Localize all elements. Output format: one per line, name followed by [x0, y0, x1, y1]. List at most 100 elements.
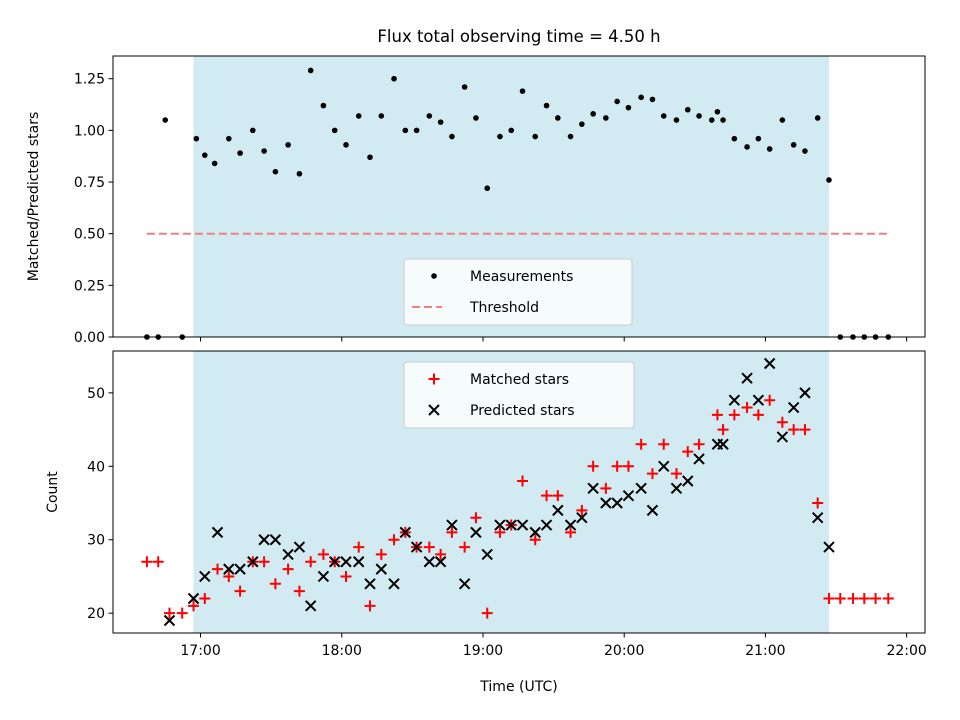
measurement-point: [307, 67, 314, 74]
predicted-star-point: [304, 600, 317, 612]
measurement-point: [461, 84, 468, 90]
predicted-star-point: [329, 556, 341, 568]
predicted-star-point: [552, 504, 564, 517]
top-y-tick-label: 1.00: [74, 123, 105, 139]
legend-matched-swatch: [428, 373, 440, 385]
matched-star-point: [858, 592, 870, 604]
x-tick-label: 21:00: [745, 643, 785, 659]
top-legend: Measurements Threshold: [403, 258, 633, 326]
measurement-point: [484, 185, 491, 192]
measurement-point: [814, 115, 821, 121]
matched-star-point: [305, 556, 317, 568]
bottom-axes-frame: [112, 350, 926, 634]
predicted-star-point: [693, 453, 705, 465]
x-tick-label: 17:00: [180, 643, 220, 659]
measurement-point: [614, 98, 620, 105]
measurement-point: [508, 127, 515, 134]
predicted-star-point: [646, 504, 659, 517]
measurement-point: [437, 119, 444, 125]
legend-label: Threshold: [469, 300, 539, 316]
legend-box: [403, 258, 633, 326]
matched-star-point: [364, 600, 376, 612]
measurement-point: [519, 88, 526, 94]
legend-label: Predicted stars: [470, 403, 575, 419]
measurement-point: [413, 127, 420, 134]
predicted-star-point: [481, 548, 493, 561]
measurement-point: [649, 96, 656, 103]
matched-star-point: [847, 592, 859, 604]
matched-star-point: [340, 570, 352, 582]
matched-star-point: [353, 541, 365, 553]
measurement-point: [684, 106, 691, 113]
measurement-point: [567, 133, 574, 140]
matched-star-point: [176, 607, 188, 619]
matched-star-point: [622, 460, 634, 472]
predicted-star-point: [682, 475, 694, 487]
predicted-star-point: [516, 519, 529, 531]
measurement-point: [802, 148, 808, 154]
measurement-point: [708, 117, 715, 123]
measurement-point: [225, 135, 232, 142]
matched-star-point: [711, 409, 723, 421]
matched-star-point: [799, 424, 811, 436]
measurement-point: [590, 111, 596, 117]
predicted-star-point: [364, 578, 376, 590]
matched-star-point: [823, 592, 835, 604]
matched-star-point: [682, 446, 694, 458]
top-axes-frame: [112, 55, 926, 338]
measurement-point: [331, 127, 338, 134]
matched-star-point: [870, 592, 882, 604]
x-axis-label: Time (UTC): [479, 679, 557, 695]
matched-star-point: [776, 416, 788, 428]
matched-star-point: [670, 468, 682, 480]
measurement-point: [714, 108, 721, 115]
matched-star-point: [446, 526, 458, 538]
measurement-point: [532, 133, 539, 140]
measurement-point: [272, 168, 279, 175]
predicted-star-point: [505, 519, 517, 531]
measurement-point: [755, 135, 762, 142]
predicted-star-point: [399, 526, 412, 539]
measurement-point: [402, 127, 409, 134]
bottom-y-axis-label: Count: [45, 471, 61, 513]
matched-star-point: [423, 541, 435, 553]
matched-star-point: [788, 424, 800, 436]
matched-star-point: [187, 600, 199, 612]
matched-star-point: [152, 556, 164, 568]
matched-star-point: [565, 526, 577, 538]
matched-star-point: [317, 548, 329, 560]
matched-star-point: [658, 438, 670, 450]
matched-star-point: [812, 497, 824, 509]
matched-star-point: [141, 556, 153, 568]
bottom-y-tick-label: 30: [87, 533, 105, 549]
predicted-star-point: [741, 372, 753, 384]
legend-measurements-swatch: [431, 273, 437, 279]
predicted-star-point: [410, 541, 423, 553]
bottom-y-tick-label: 20: [87, 606, 105, 622]
predicted-star-point: [269, 534, 282, 546]
matched-star-point: [258, 556, 270, 568]
measurement-point: [720, 117, 726, 123]
predicted-star-point: [787, 401, 800, 414]
measurement-point: [473, 115, 479, 121]
matched-star-point: [764, 394, 776, 406]
matched-star-point: [882, 592, 894, 604]
predicted-star-point: [187, 592, 200, 605]
measurement-point: [237, 150, 243, 156]
measurement-point: [211, 160, 218, 167]
matched-star-point: [541, 490, 553, 502]
matched-star-point: [470, 512, 482, 524]
matched-star-point: [163, 607, 175, 619]
matched-star-point: [646, 468, 658, 480]
measurement-point: [826, 177, 832, 183]
predicted-star-point: [670, 482, 683, 495]
matched-star-point: [375, 548, 387, 560]
matched-star-point: [223, 570, 235, 582]
predicted-star-point: [317, 570, 330, 583]
x-tick-label: 20:00: [604, 643, 644, 659]
matched-star-point: [635, 438, 647, 450]
predicted-star-point: [163, 614, 176, 627]
matched-star-point: [741, 402, 753, 414]
predicted-star-point: [540, 519, 553, 531]
